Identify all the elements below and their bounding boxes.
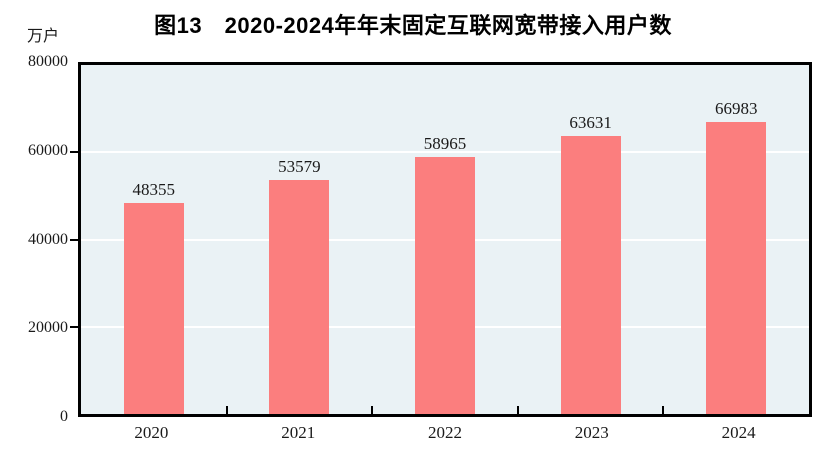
bar-group-2024: 66983 bbox=[663, 65, 809, 414]
chart-area: 0 20000 40000 60000 80000 48355 53579 58965 636… bbox=[0, 53, 826, 442]
y-axis-label-40000: 40000 bbox=[28, 230, 68, 248]
bar-value-label-2020: 48355 bbox=[132, 180, 176, 200]
x-axis-label-2024: 2024 bbox=[721, 423, 756, 442]
bar-group-2022: 58965 bbox=[372, 65, 518, 414]
x-axis-label-2022: 2022 bbox=[427, 423, 462, 442]
x-axis-label-2021: 2021 bbox=[281, 423, 316, 442]
x-axis-tick bbox=[225, 406, 228, 414]
x-axis-tick bbox=[371, 406, 374, 414]
y-axis-label-20000: 20000 bbox=[28, 319, 68, 337]
bar-2020 bbox=[123, 203, 184, 414]
bar-group-2021: 53579 bbox=[227, 65, 373, 414]
y-axis-tick bbox=[70, 151, 78, 154]
bar-group-2023: 63631 bbox=[518, 65, 664, 414]
bar-value-label-2022: 58965 bbox=[423, 133, 467, 153]
y-axis-label-0: 0 bbox=[60, 408, 68, 425]
x-axis-tick bbox=[662, 406, 665, 414]
chart-title: 图13 2020-2024年年末固定互联网宽带接入用户数 bbox=[154, 13, 672, 38]
bar-2023 bbox=[560, 136, 621, 414]
bar-value-label-2024: 66983 bbox=[714, 98, 758, 118]
y-axis-unit-label: 万户 bbox=[27, 28, 60, 45]
x-axis-label-2020: 2020 bbox=[134, 423, 169, 442]
plot-area: 48355 53579 58965 63631 66983 bbox=[70, 62, 812, 417]
y-axis-label-80000: 80000 bbox=[28, 53, 68, 70]
gridline-60000 bbox=[81, 151, 809, 154]
bar-value-label-2023: 63631 bbox=[569, 113, 612, 133]
y-axis-tick bbox=[70, 325, 78, 328]
bar-group-2020: 48355 bbox=[81, 65, 227, 414]
bar-2024 bbox=[706, 121, 767, 414]
x-axis-labels: 2020 2021 2022 2023 2024 bbox=[78, 417, 812, 447]
bar-2022 bbox=[414, 156, 475, 414]
bar-value-label-2021: 53579 bbox=[278, 157, 321, 177]
x-axis-tick bbox=[516, 406, 519, 414]
y-axis-label-60000: 60000 bbox=[28, 141, 68, 159]
y-axis-tick bbox=[70, 238, 78, 241]
x-axis-label-2023: 2023 bbox=[574, 423, 609, 442]
bar-2021 bbox=[269, 180, 330, 414]
